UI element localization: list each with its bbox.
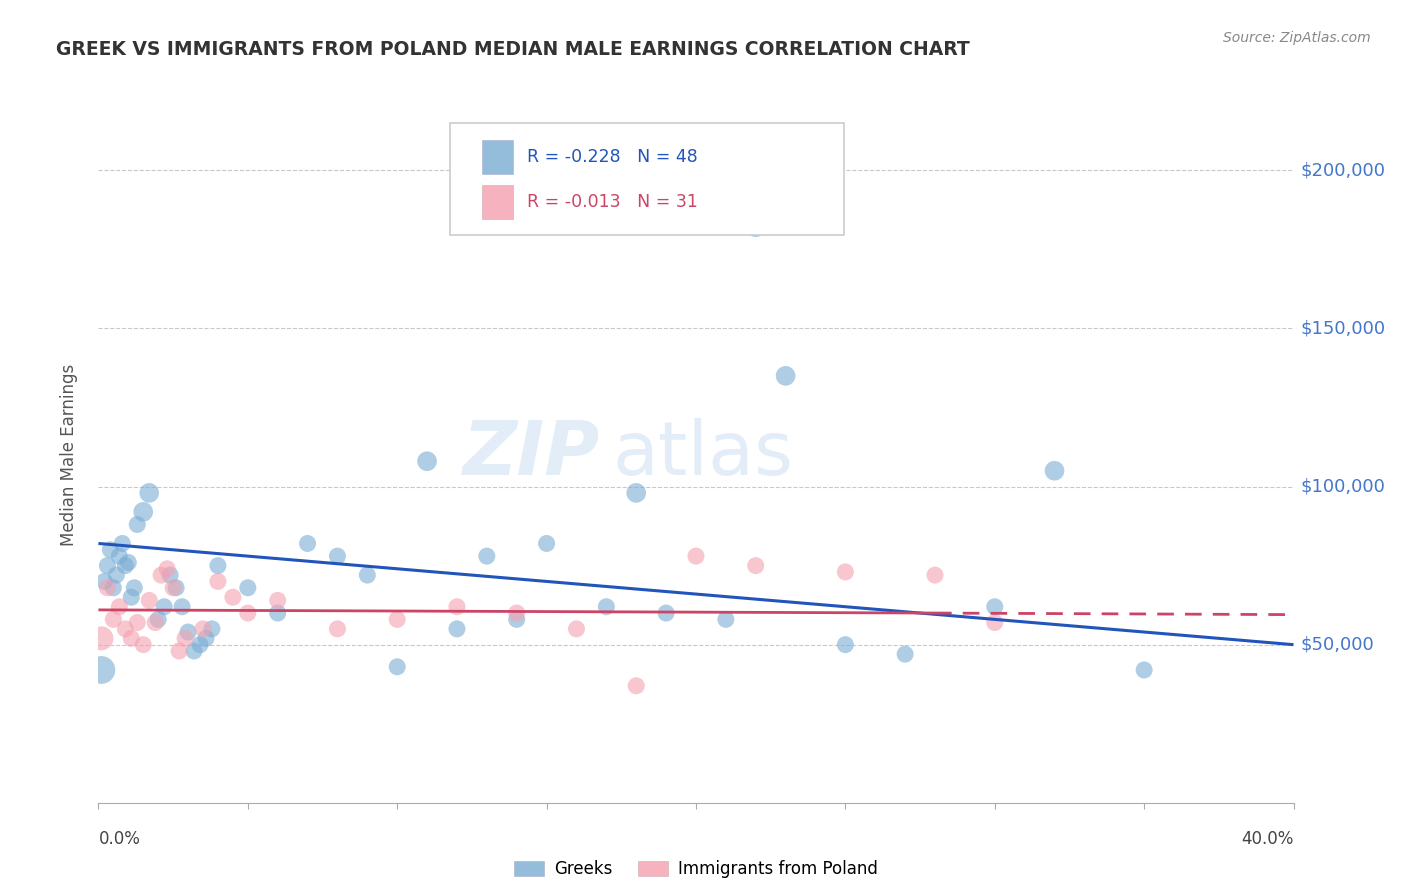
Point xyxy=(714,612,737,626)
Point xyxy=(565,622,588,636)
Point xyxy=(114,558,136,573)
Point xyxy=(108,549,131,563)
Text: $200,000: $200,000 xyxy=(1301,161,1385,179)
Point xyxy=(117,556,139,570)
Point xyxy=(111,536,134,550)
Legend: Greeks, Immigrants from Poland: Greeks, Immigrants from Poland xyxy=(508,854,884,885)
Point xyxy=(148,612,170,626)
Point xyxy=(267,593,290,607)
Point xyxy=(162,581,184,595)
Point xyxy=(924,568,946,582)
Point xyxy=(183,644,205,658)
Point xyxy=(103,581,125,595)
Point xyxy=(120,591,142,605)
Point xyxy=(150,568,173,582)
Point xyxy=(96,581,118,595)
Point xyxy=(103,612,125,626)
Point xyxy=(177,625,200,640)
Point xyxy=(132,638,155,652)
Point xyxy=(356,568,378,582)
Point xyxy=(685,549,707,563)
Point xyxy=(222,591,245,605)
Text: GREEK VS IMMIGRANTS FROM POLAND MEDIAN MALE EARNINGS CORRELATION CHART: GREEK VS IMMIGRANTS FROM POLAND MEDIAN M… xyxy=(56,40,970,59)
Point xyxy=(236,581,259,595)
Point xyxy=(1043,464,1066,478)
Point xyxy=(167,644,190,658)
Point xyxy=(191,622,214,636)
Point xyxy=(236,606,259,620)
Point xyxy=(506,606,529,620)
Text: atlas: atlas xyxy=(612,418,793,491)
Point xyxy=(446,599,468,614)
Point xyxy=(267,606,290,620)
Point xyxy=(127,615,149,630)
Point xyxy=(120,632,142,646)
Point xyxy=(834,565,856,579)
Point xyxy=(983,599,1005,614)
Point xyxy=(165,581,187,595)
Point xyxy=(775,368,797,383)
Point xyxy=(446,622,468,636)
Point xyxy=(207,574,229,589)
Point xyxy=(745,558,768,573)
Point xyxy=(297,536,319,550)
Point xyxy=(385,612,409,626)
Point xyxy=(475,549,498,563)
Text: 0.0%: 0.0% xyxy=(98,830,141,847)
Point xyxy=(124,581,146,595)
Text: ZIP: ZIP xyxy=(463,418,600,491)
Text: $100,000: $100,000 xyxy=(1301,477,1385,496)
Point xyxy=(745,220,768,235)
Point xyxy=(188,638,211,652)
Text: R = -0.013   N = 31: R = -0.013 N = 31 xyxy=(527,193,699,211)
Point xyxy=(385,660,409,674)
Point xyxy=(96,558,118,573)
Point xyxy=(207,558,229,573)
Point xyxy=(595,599,617,614)
Y-axis label: Median Male Earnings: Median Male Earnings xyxy=(59,364,77,546)
Point xyxy=(983,615,1005,630)
Point xyxy=(105,568,128,582)
Point xyxy=(138,486,160,500)
Point xyxy=(90,632,112,646)
Point xyxy=(172,599,194,614)
Text: 40.0%: 40.0% xyxy=(1241,830,1294,847)
Point xyxy=(624,679,647,693)
Point xyxy=(98,542,122,557)
Point xyxy=(536,536,558,550)
Point xyxy=(143,615,166,630)
Point xyxy=(624,486,647,500)
Point xyxy=(174,632,197,646)
Point xyxy=(132,505,155,519)
Text: $150,000: $150,000 xyxy=(1301,319,1386,337)
Point xyxy=(114,622,136,636)
Point xyxy=(194,632,218,646)
Point xyxy=(416,454,439,468)
Point xyxy=(127,517,149,532)
Point xyxy=(506,612,529,626)
Text: R = -0.228   N = 48: R = -0.228 N = 48 xyxy=(527,148,697,166)
Point xyxy=(326,549,349,563)
Text: $50,000: $50,000 xyxy=(1301,636,1374,654)
Point xyxy=(655,606,678,620)
Point xyxy=(201,622,224,636)
Point xyxy=(93,574,115,589)
Point xyxy=(138,593,160,607)
Point xyxy=(159,568,181,582)
Point xyxy=(894,647,917,661)
Point xyxy=(90,663,112,677)
Point xyxy=(156,562,179,576)
Text: Source: ZipAtlas.com: Source: ZipAtlas.com xyxy=(1223,31,1371,45)
Point xyxy=(153,599,176,614)
Point xyxy=(326,622,349,636)
Point xyxy=(834,638,856,652)
Point xyxy=(1133,663,1156,677)
Point xyxy=(108,599,131,614)
